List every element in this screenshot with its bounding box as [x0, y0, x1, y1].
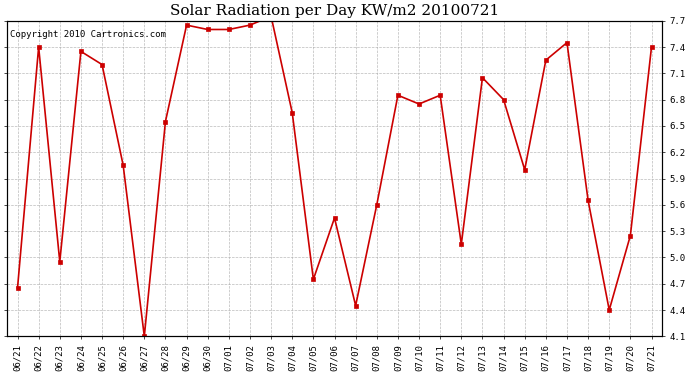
Text: Copyright 2010 Cartronics.com: Copyright 2010 Cartronics.com: [10, 30, 166, 39]
Title: Solar Radiation per Day KW/m2 20100721: Solar Radiation per Day KW/m2 20100721: [170, 4, 499, 18]
